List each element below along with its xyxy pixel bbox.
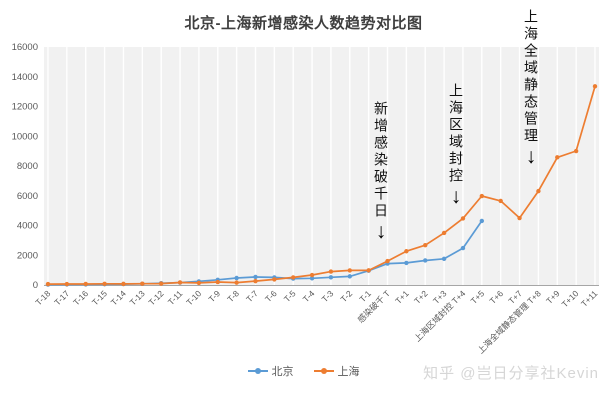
x-axis-tick-label: T+11 — [579, 288, 600, 309]
data-point-北京 — [479, 218, 485, 224]
plot-area — [44, 47, 599, 285]
y-axis-tick-label: 14000 — [12, 72, 38, 83]
x-axis-tick-label: T-16 — [71, 288, 90, 307]
data-point-上海 — [45, 281, 51, 287]
annotation-text: 上海全域静态管理 — [523, 9, 539, 145]
x-axis-tick-label: T-8 — [225, 288, 241, 304]
x-axis-tick-label: T-17 — [52, 288, 71, 307]
data-point-上海 — [64, 281, 70, 287]
legend-dot-icon — [320, 368, 327, 374]
x-axis-tick-label: T-6 — [263, 288, 279, 304]
down-arrow-icon: ↓ — [525, 145, 537, 168]
annotation-text: 上海区域封控 — [448, 83, 464, 185]
data-point-上海 — [385, 258, 390, 264]
data-point-上海 — [102, 281, 107, 287]
data-point-北京 — [347, 274, 352, 279]
x-axis-tick-label: T-12 — [146, 288, 165, 307]
x-axis-tick-label: T-14 — [109, 288, 128, 307]
data-point-上海 — [573, 148, 579, 154]
annotation-shanghai-district-lockdown: 上海区域封控 ↓ — [445, 83, 467, 207]
y-axis-tick-label: 16000 — [12, 42, 38, 53]
data-point-上海 — [328, 269, 334, 274]
x-axis-tick-label: T-15 — [90, 288, 109, 307]
y-axis-tick-label: 10000 — [12, 131, 38, 142]
data-point-上海 — [196, 280, 202, 286]
x-axis-tick-label: T+6 — [488, 288, 506, 306]
y-axis-tick-label: 8000 — [17, 161, 38, 172]
legend-dot-icon — [254, 368, 261, 374]
legend-marker-beijing — [247, 368, 268, 374]
data-point-上海 — [121, 281, 126, 287]
data-point-上海 — [498, 198, 503, 204]
x-axis-tick-label: T+9 — [544, 288, 562, 306]
data-point-上海 — [592, 84, 598, 89]
x-axis-tick-label: T+5 — [469, 288, 487, 306]
x-axis-tick-label: T+10 — [560, 288, 581, 309]
chart-title: 北京-上海新增感染人数趋势对比图 — [184, 15, 423, 32]
x-axis-tick-label: T-11 — [166, 288, 185, 307]
x-axis-tick-label: T+1 — [393, 288, 411, 306]
x-axis-tick-label: T-7 — [244, 288, 260, 304]
data-point-上海 — [140, 281, 145, 286]
data-point-上海 — [83, 281, 88, 287]
x-axis-tick-label: T-5 — [282, 288, 298, 304]
annotation-infections-broke-1000: 新增感染破千日 ↓ — [370, 101, 392, 242]
data-point-上海 — [158, 281, 164, 286]
data-point-上海 — [366, 268, 371, 273]
data-point-北京 — [460, 245, 466, 251]
data-point-上海 — [253, 278, 258, 284]
data-point-北京 — [423, 258, 428, 263]
legend-item-beijing: 北京 — [247, 363, 294, 379]
data-point-上海 — [404, 249, 409, 254]
annotation-shanghai-citywide-static-management: 上海全域静态管理 ↓ — [520, 9, 542, 167]
data-point-上海 — [441, 230, 447, 236]
data-point-上海 — [309, 272, 315, 278]
legend-label-beijing: 北京 — [271, 366, 294, 378]
y-axis-tick-label: 6000 — [17, 191, 38, 202]
x-axis-tick-label: T+2 — [412, 288, 430, 306]
legend-marker-shanghai — [313, 368, 334, 374]
x-axis-tick-label: T-13 — [128, 288, 147, 307]
legend-label-shanghai: 上海 — [337, 366, 360, 378]
data-point-上海 — [517, 215, 522, 221]
data-point-上海 — [347, 268, 352, 273]
x-axis-tick-label: T-3 — [320, 288, 336, 304]
down-arrow-icon: ↓ — [375, 220, 387, 243]
data-point-北京 — [234, 275, 239, 281]
data-point-北京 — [404, 260, 409, 266]
y-axis-tick-label: 2000 — [17, 250, 38, 261]
data-point-上海 — [460, 216, 466, 221]
data-point-北京 — [309, 276, 315, 281]
data-point-上海 — [291, 275, 296, 280]
y-axis-tick-label: 0 — [33, 280, 38, 291]
annotation-text: 新增感染破千日 — [373, 101, 389, 220]
data-point-上海 — [234, 280, 239, 285]
data-point-上海 — [215, 279, 220, 285]
down-arrow-icon: ↓ — [450, 185, 462, 208]
chart-legend: 北京 上海 — [0, 363, 607, 379]
data-point-上海 — [555, 155, 560, 160]
data-point-北京 — [253, 274, 258, 280]
x-axis-tick-label: T-4 — [301, 288, 317, 304]
legend-item-shanghai: 上海 — [313, 363, 360, 379]
x-axis-tick-label: T-10 — [184, 288, 203, 307]
y-axis-tick-label: 12000 — [12, 102, 38, 113]
watermark: 知乎 @岂日分享社Kevin — [423, 365, 599, 382]
data-point-上海 — [479, 193, 485, 199]
x-axis-tick-label: T-2 — [338, 288, 354, 304]
data-point-北京 — [441, 256, 447, 262]
x-axis-tick-label: T-18 — [33, 288, 52, 307]
x-axis-tick-label: T-9 — [206, 288, 222, 304]
data-point-上海 — [177, 280, 183, 285]
data-point-上海 — [423, 242, 428, 248]
data-point-上海 — [272, 277, 277, 282]
data-point-上海 — [536, 188, 541, 194]
y-axis-tick-label: 4000 — [17, 221, 38, 232]
series-line-上海 — [47, 86, 596, 285]
data-point-北京 — [328, 275, 334, 280]
